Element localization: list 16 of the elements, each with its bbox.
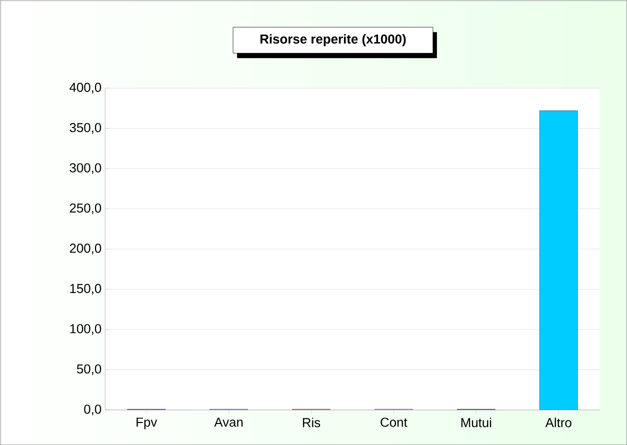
y-tick-label: 0,0 <box>84 404 102 416</box>
y-tick-label: 400,0 <box>70 82 102 94</box>
x-tick-label: Cont <box>380 418 408 427</box>
x-tick-label: Ris <box>302 418 320 428</box>
chart-title: Risorse reperite (x1000) <box>260 34 406 46</box>
y-tick-label: 250,0 <box>70 203 102 214</box>
x-tick-label: Avan <box>214 418 243 427</box>
y-tick-label: 200,0 <box>70 244 102 254</box>
y-tick-label: 300,0 <box>70 163 102 174</box>
y-tick-label: 150,0 <box>70 284 102 295</box>
y-tick-label: 100,0 <box>70 324 102 335</box>
y-tick-label: 350,0 <box>70 122 102 134</box>
x-tick-label: Mutui <box>461 418 492 428</box>
x-tick-label: Altro <box>545 418 572 428</box>
y-tick-label: 50,0 <box>76 364 102 376</box>
x-tick-label: Fpv <box>136 418 158 430</box>
